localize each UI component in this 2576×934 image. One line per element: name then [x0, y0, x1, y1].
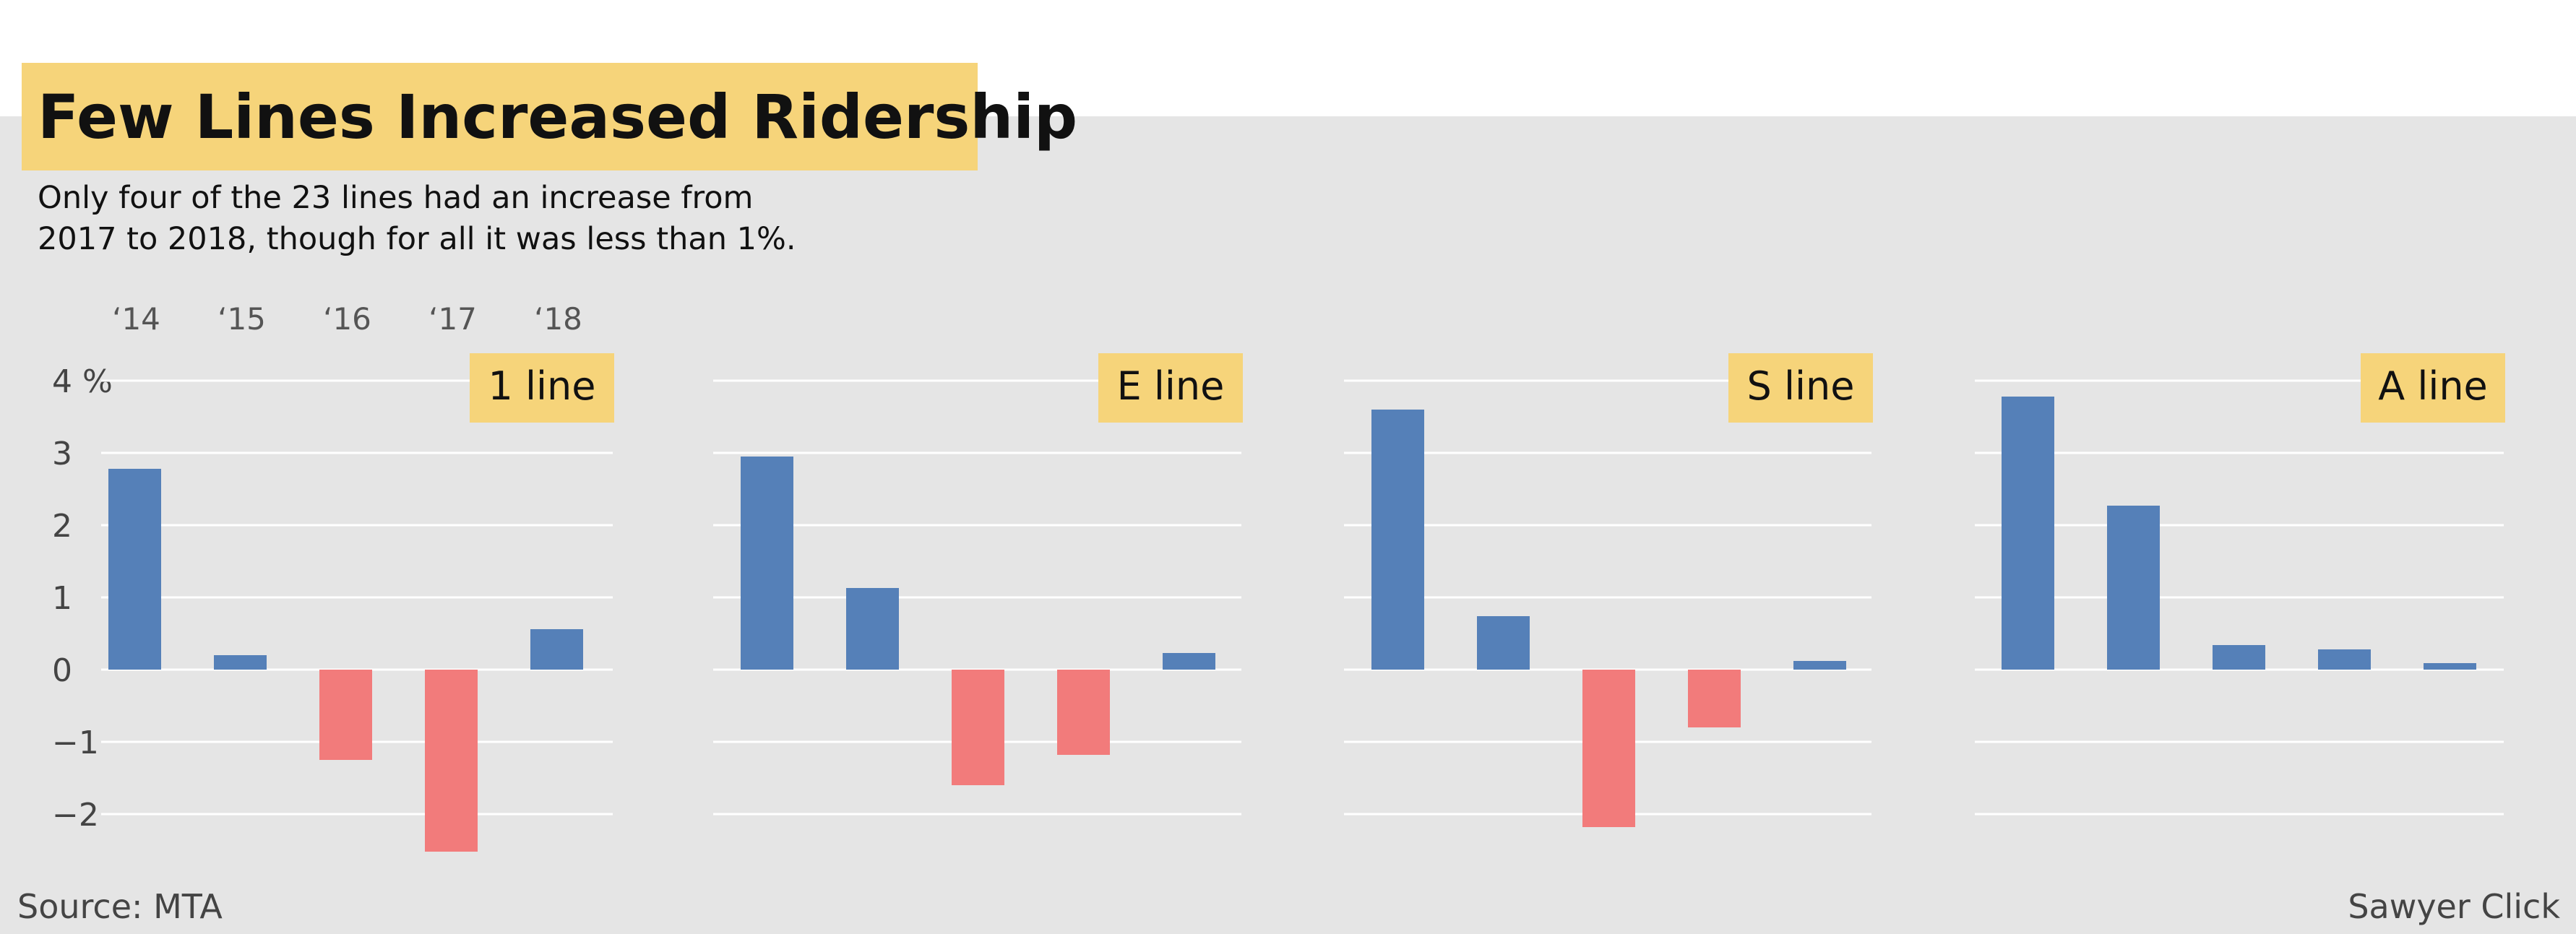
bar-s-line-0 — [1371, 410, 1424, 670]
x-category-label-0: ‘14 — [112, 301, 160, 337]
subtitle-line-1: Only four of the 23 lines had an increas… — [38, 180, 754, 216]
bar-s-line-4 — [1793, 661, 1846, 670]
bar-1-line-4 — [530, 629, 583, 670]
bar-s-line-2 — [1582, 670, 1635, 827]
panel-label-2: S line — [1747, 363, 1855, 409]
bar-a-line-0 — [2002, 397, 2054, 670]
bar-a-line-1 — [2107, 506, 2160, 670]
bar-a-line-2 — [2213, 645, 2265, 670]
y-tick-label-4: 0 — [52, 652, 72, 689]
y-tick-label-3: 1 — [52, 580, 72, 617]
bar-s-line-1 — [1477, 616, 1530, 670]
panel-label-box-2 — [1728, 353, 1873, 423]
panel-label-1: E line — [1117, 363, 1225, 409]
x-category-label-4: ‘18 — [534, 301, 582, 337]
bar-e-line-1 — [846, 588, 899, 670]
source-note: Source: MTA — [17, 887, 223, 926]
panel-label-0: 1 line — [488, 363, 596, 409]
bar-a-line-3 — [2318, 649, 2371, 670]
y-tick-label-5: −1 — [52, 725, 99, 761]
y-tick-label-6: −2 — [52, 797, 99, 834]
y-tick-label-2: 2 — [52, 508, 72, 545]
bar-1-line-3 — [425, 670, 478, 852]
x-category-label-3: ‘17 — [428, 301, 477, 337]
panel-label-box-0 — [470, 353, 614, 423]
bar-1-line-0 — [108, 469, 161, 670]
bar-1-line-2 — [319, 670, 372, 760]
subtitle-line-2: 2017 to 2018, though for all it was less… — [38, 221, 796, 257]
panel-label-box-3 — [2361, 353, 2505, 423]
bar-a-line-4 — [2424, 663, 2476, 670]
bar-e-line-4 — [1163, 653, 1215, 670]
bar-e-line-3 — [1057, 670, 1110, 755]
title-box: Few Lines Increased Ridership — [22, 63, 1077, 170]
y-tick-label-1: 3 — [52, 436, 72, 472]
x-category-label-1: ‘15 — [217, 301, 266, 337]
panel-label-box-1 — [1098, 353, 1243, 423]
chart-title: Few Lines Increased Ridership — [38, 81, 1078, 152]
bar-1-line-1 — [214, 655, 267, 670]
bar-s-line-3 — [1688, 670, 1741, 727]
chart-subtitle: Only four of the 23 lines had an increas… — [38, 178, 1049, 260]
x-category-label-2: ‘16 — [323, 301, 371, 337]
bar-e-line-2 — [952, 670, 1004, 785]
author-credit: Sawyer Click — [2348, 887, 2560, 926]
bar-e-line-0 — [741, 457, 793, 670]
panel-label-3: A line — [2378, 363, 2488, 409]
